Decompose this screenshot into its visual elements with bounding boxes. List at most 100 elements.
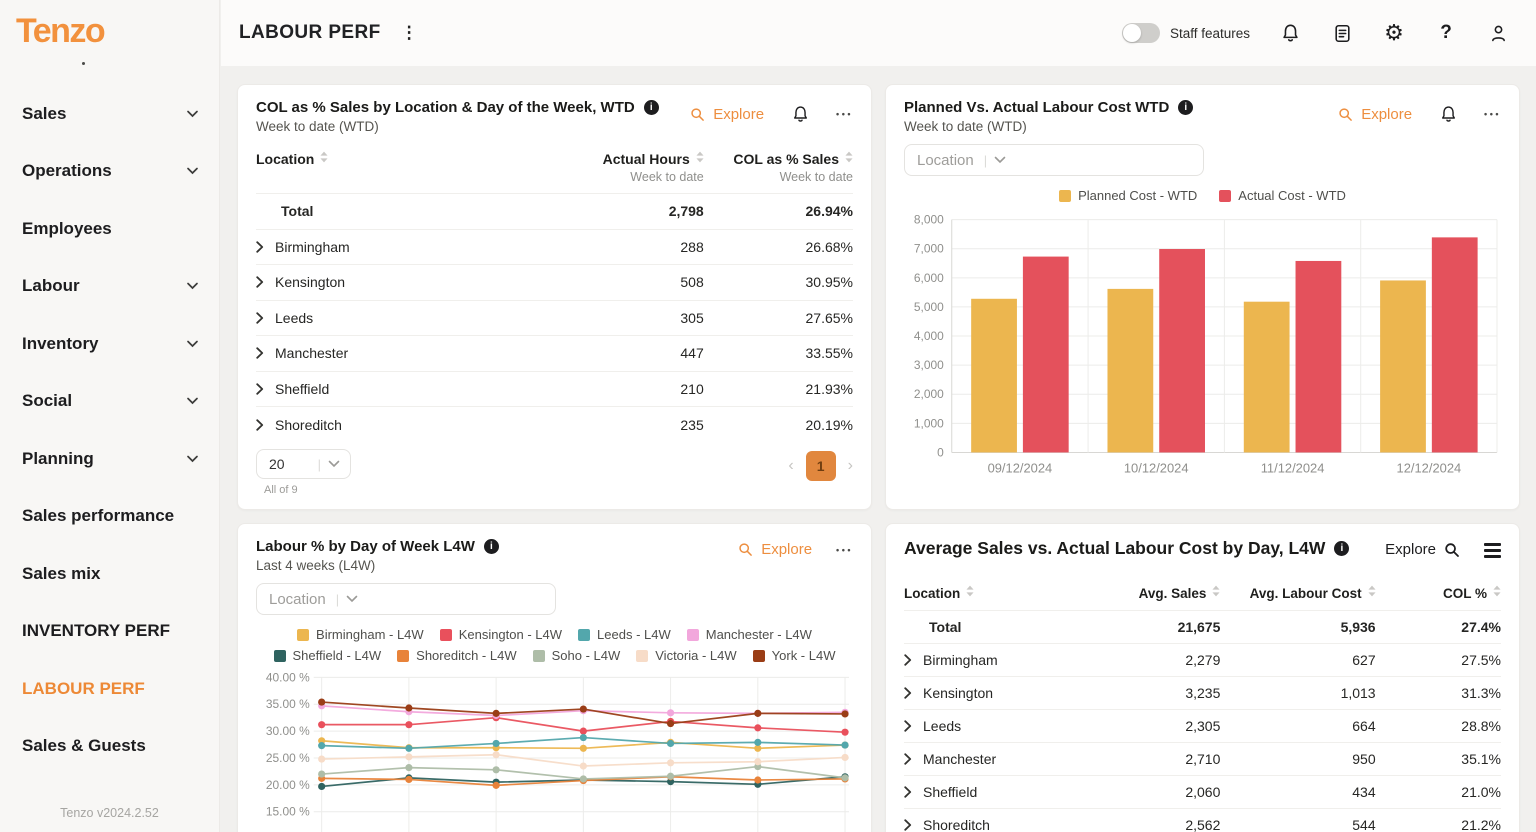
expand-chevron-icon[interactable] <box>904 720 912 732</box>
legend-item-manchester-l4w[interactable]: Manchester - L4W <box>686 627 812 642</box>
expand-chevron-icon[interactable] <box>256 347 264 359</box>
more-options-icon[interactable] <box>1484 109 1501 119</box>
sort-icon[interactable] <box>1212 585 1220 600</box>
table-row[interactable]: Kensington 3,235 1,013 31.3% <box>904 676 1501 710</box>
explore-button[interactable]: Explore <box>1385 541 1460 558</box>
table-row[interactable]: Leeds 2,305 664 28.8% <box>904 709 1501 743</box>
bar-chart[interactable]: 0 1,000 2,000 3,000 4,000 5,000 6,000 7,000 8,00… <box>904 207 1501 479</box>
sidebar-item-labour[interactable]: Labour <box>0 258 219 316</box>
notifications-bell-icon[interactable] <box>1278 21 1302 45</box>
sidebar-item-social[interactable]: Social <box>0 373 219 431</box>
sidebar-item-inventory[interactable]: Inventory <box>0 315 219 373</box>
legend-item-birmingham-l4w[interactable]: Birmingham - L4W <box>297 627 424 642</box>
col-pct-cell: 31.3% <box>1375 676 1501 710</box>
table-row[interactable]: Birmingham 2,279 627 27.5% <box>904 643 1501 677</box>
legend-item-sheffield-l4w[interactable]: Sheffield - L4W <box>273 648 381 663</box>
sidebar-item-employees[interactable]: Employees <box>0 200 219 258</box>
explore-button[interactable]: Explore <box>738 541 812 558</box>
expand-chevron-icon[interactable] <box>256 276 264 288</box>
sidebar-item-operations[interactable]: Operations <box>0 143 219 201</box>
next-page-icon[interactable] <box>848 457 853 475</box>
column-header-col-as-sales[interactable]: COL as % Sales Week to date <box>704 144 853 194</box>
explore-button[interactable]: Explore <box>1338 106 1412 123</box>
expand-chevron-icon[interactable] <box>256 312 264 324</box>
sidebar: Tenzo Sales Operations Employees Labour Inve… <box>0 0 220 832</box>
legend-item-shoreditch-l4w[interactable]: Shoreditch - L4W <box>397 648 517 663</box>
kebab-menu-icon[interactable] <box>401 23 418 43</box>
table-row[interactable]: Shoreditch 235 20.19% <box>256 406 853 442</box>
column-header-avg-sales[interactable]: Avg. Sales <box>1095 569 1220 611</box>
column-header-actual-hours[interactable]: Actual Hours Week to date <box>531 144 704 194</box>
expand-chevron-icon[interactable] <box>904 687 912 699</box>
explore-button[interactable]: Explore <box>690 106 764 123</box>
more-options-icon[interactable] <box>836 545 853 555</box>
column-header-location[interactable]: Location <box>256 144 531 194</box>
sort-icon[interactable] <box>1368 585 1376 600</box>
legend-item-york-l4w[interactable]: York - L4W <box>752 648 835 663</box>
card-alert-bell-icon[interactable] <box>1436 102 1460 126</box>
card-labour-pct-lines: Labour % by Day of Week L4W Last 4 weeks… <box>237 523 872 832</box>
legend-item-victoria-l4w[interactable]: Victoria - L4W <box>636 648 737 663</box>
expand-chevron-icon[interactable] <box>256 383 264 395</box>
table-row[interactable]: Kensington 508 30.95% <box>256 264 853 300</box>
info-icon[interactable] <box>483 539 499 554</box>
sort-icon[interactable] <box>696 150 704 166</box>
menu-hamburger-icon[interactable] <box>1484 541 1501 558</box>
column-header-col[interactable]: COL % <box>1376 569 1501 611</box>
location-filter-select[interactable]: Location | <box>256 583 556 615</box>
table-row[interactable]: Total 2,798 26.94% <box>256 193 853 229</box>
info-icon[interactable] <box>1334 541 1350 556</box>
legend-item-kensington-l4w[interactable]: Kensington - L4W <box>439 627 562 642</box>
sort-icon[interactable] <box>966 585 974 600</box>
expand-chevron-icon[interactable] <box>904 654 912 666</box>
legend-item-soho-l4w[interactable]: Soho - L4W <box>532 648 620 663</box>
sort-icon[interactable] <box>1493 585 1501 600</box>
expand-chevron-icon[interactable] <box>256 418 264 431</box>
sidebar-item-planning[interactable]: Planning <box>0 430 219 488</box>
column-header-avg-labour-cost[interactable]: Avg. Labour Cost <box>1220 569 1376 611</box>
legend-item-planned-cost-wtd[interactable]: Planned Cost - WTD <box>1059 188 1197 203</box>
reports-document-icon[interactable] <box>1330 21 1354 45</box>
sidebar-item-sales-guests[interactable]: Sales & Guests <box>0 718 219 776</box>
sidebar-item-sales[interactable]: Sales <box>0 85 219 143</box>
legend-item-leeds-l4w[interactable]: Leeds - L4W <box>578 627 671 642</box>
legend-label: Actual Cost - WTD <box>1238 188 1346 203</box>
account-person-icon[interactable] <box>1486 21 1510 45</box>
sidebar-item-sales-performance[interactable]: Sales performance <box>0 488 219 546</box>
table-row[interactable]: Shoreditch 2,562 544 21.2% <box>904 808 1501 832</box>
sidebar-item-sales-mix[interactable]: Sales mix <box>0 545 219 603</box>
info-icon[interactable] <box>1178 100 1194 115</box>
sidebar-item-labour-perf[interactable]: LABOUR PERF <box>0 660 219 718</box>
sort-icon[interactable] <box>845 150 853 166</box>
current-page-button[interactable]: 1 <box>805 451 836 481</box>
table-row[interactable]: Birmingham 288 26.68% <box>256 228 853 265</box>
prev-page-icon[interactable] <box>788 457 793 475</box>
expand-chevron-icon[interactable] <box>904 753 912 765</box>
settings-gear-icon[interactable] <box>1382 21 1406 45</box>
table-row[interactable]: Total 21,675 5,936 27.4% <box>904 610 1501 644</box>
help-icon[interactable] <box>1434 21 1458 45</box>
staff-features-toggle[interactable] <box>1121 23 1160 43</box>
expand-chevron-icon[interactable] <box>904 819 912 831</box>
more-options-icon[interactable] <box>836 109 853 119</box>
expand-chevron-icon[interactable] <box>256 241 264 253</box>
column-header-location[interactable]: Location <box>904 569 1095 611</box>
legend-item-actual-cost-wtd[interactable]: Actual Cost - WTD <box>1219 188 1346 203</box>
table-row[interactable]: Leeds 305 27.65% <box>256 299 853 336</box>
location-placeholder: Location <box>269 590 326 608</box>
sort-icon[interactable] <box>320 150 328 166</box>
table-row[interactable]: Manchester 2,710 950 35.1% <box>904 742 1501 776</box>
svg-text:25.00 %: 25.00 % <box>266 751 310 765</box>
sidebar-item-inventory-perf[interactable]: INVENTORY PERF <box>0 603 219 661</box>
card-alert-bell-icon[interactable] <box>788 102 812 126</box>
info-icon[interactable] <box>643 100 659 115</box>
tenzo-logo[interactable]: Tenzo <box>16 12 106 50</box>
location-filter-select[interactable]: Location | <box>904 144 1204 176</box>
expand-chevron-icon[interactable] <box>904 786 912 798</box>
table-row[interactable]: Sheffield 210 21.93% <box>256 370 853 407</box>
line-chart[interactable]: 40.00 % 35.00 % 30.00 % 25.00 % 20.00 % 15.00… <box>256 667 853 832</box>
table-row[interactable]: Sheffield 2,060 434 21.0% <box>904 775 1501 809</box>
toggle-knob <box>1122 24 1141 42</box>
page-size-select[interactable]: 20 | <box>256 449 351 479</box>
table-row[interactable]: Manchester 447 33.55% <box>256 335 853 371</box>
